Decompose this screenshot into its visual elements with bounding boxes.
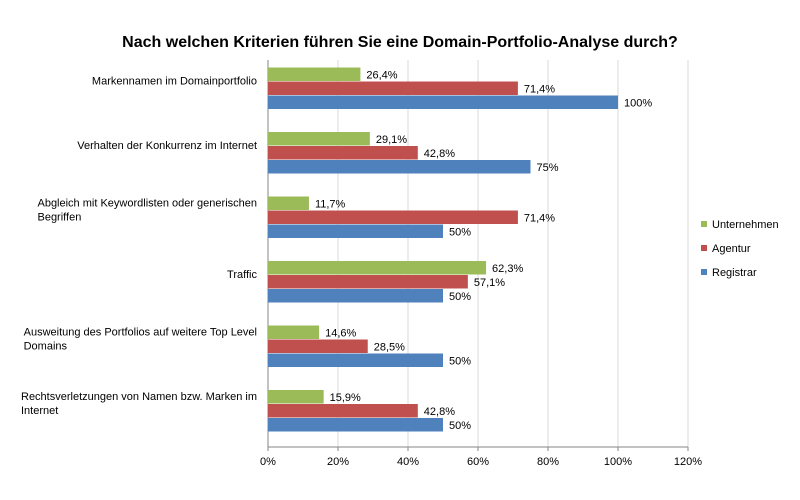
category-label-line: Ausweitung des Portfolios auf weitere To… [24,327,257,339]
data-label: 14,6% [325,327,356,339]
data-label: 100% [624,97,652,109]
bar-unternehmen [268,325,320,339]
legend-swatch-agentur [701,245,707,251]
bar-agentur [268,146,418,160]
data-label: 28,5% [374,341,405,353]
bar-agentur [268,81,518,95]
category-label-line: Traffic [227,269,257,281]
bar-registrar [268,418,443,432]
x-tick-label: 60% [467,456,489,468]
category-label: Verhalten der Konkurrenz im Internet [77,140,257,152]
bar-unternehmen [268,261,487,275]
legend-label: Unternehmen [712,219,779,231]
data-label: 50% [449,420,471,432]
category-label: Rechtsverletzungen von Namen bzw. Marken… [21,391,257,417]
bar-registrar [268,353,443,367]
x-tick-label: 120% [674,456,702,468]
data-label: 62,3% [492,263,523,275]
category-label-line: Rechtsverletzungen von Namen bzw. Marken… [21,391,257,403]
bar-registrar [268,289,443,303]
x-tick-label: 0% [260,456,276,468]
category-label: Markennamen im Domainportfolio [92,76,257,88]
data-label: 57,1% [474,277,505,289]
category-label-line: Internet [21,405,58,417]
category-label: Abgleich mit Keywordlisten oder generisc… [37,198,257,224]
category-label: Ausweitung des Portfolios auf weitere To… [24,327,257,353]
data-label: 42,8% [424,406,455,418]
data-label: 50% [449,355,471,367]
legend-swatch-registrar [701,269,707,275]
bar-unternehmen [268,196,309,210]
legend-label: Registrar [712,267,757,279]
data-label: 42,8% [424,148,455,160]
bar-registrar [268,95,618,109]
data-label: 71,4% [524,212,555,224]
legend-label: Agentur [712,243,751,255]
data-label: 29,1% [376,134,407,146]
category-label: Traffic [227,269,257,281]
data-label: 50% [449,226,471,238]
bar-agentur [268,404,418,418]
category-label-line: Domains [24,341,68,353]
bar-registrar [268,160,531,174]
bar-agentur [268,339,368,353]
data-label: 26,4% [366,69,397,81]
data-label: 15,9% [330,392,361,404]
category-label-line: Verhalten der Konkurrenz im Internet [77,140,257,152]
x-tick-label: 100% [604,456,632,468]
chart-title: Nach welchen Kriterien führen Sie eine D… [122,34,678,51]
bar-registrar [268,224,443,238]
bar-agentur [268,210,518,224]
bar-unternehmen [268,390,324,404]
x-tick-label: 20% [327,456,349,468]
data-label: 11,7% [315,198,346,210]
bar-unternehmen [268,67,361,81]
x-tick-label: 40% [397,456,419,468]
category-label-line: Abgleich mit Keywordlisten oder generisc… [37,198,257,210]
data-label: 50% [449,291,471,303]
category-label-line: Markennamen im Domainportfolio [92,76,257,88]
data-label: 71,4% [524,83,555,95]
bar-unternehmen [268,132,370,146]
category-label-line: Begriffen [37,212,81,224]
legend-swatch-unternehmen [701,221,707,227]
data-label: 75% [537,162,559,174]
x-tick-label: 80% [537,456,559,468]
bar-agentur [268,275,468,289]
